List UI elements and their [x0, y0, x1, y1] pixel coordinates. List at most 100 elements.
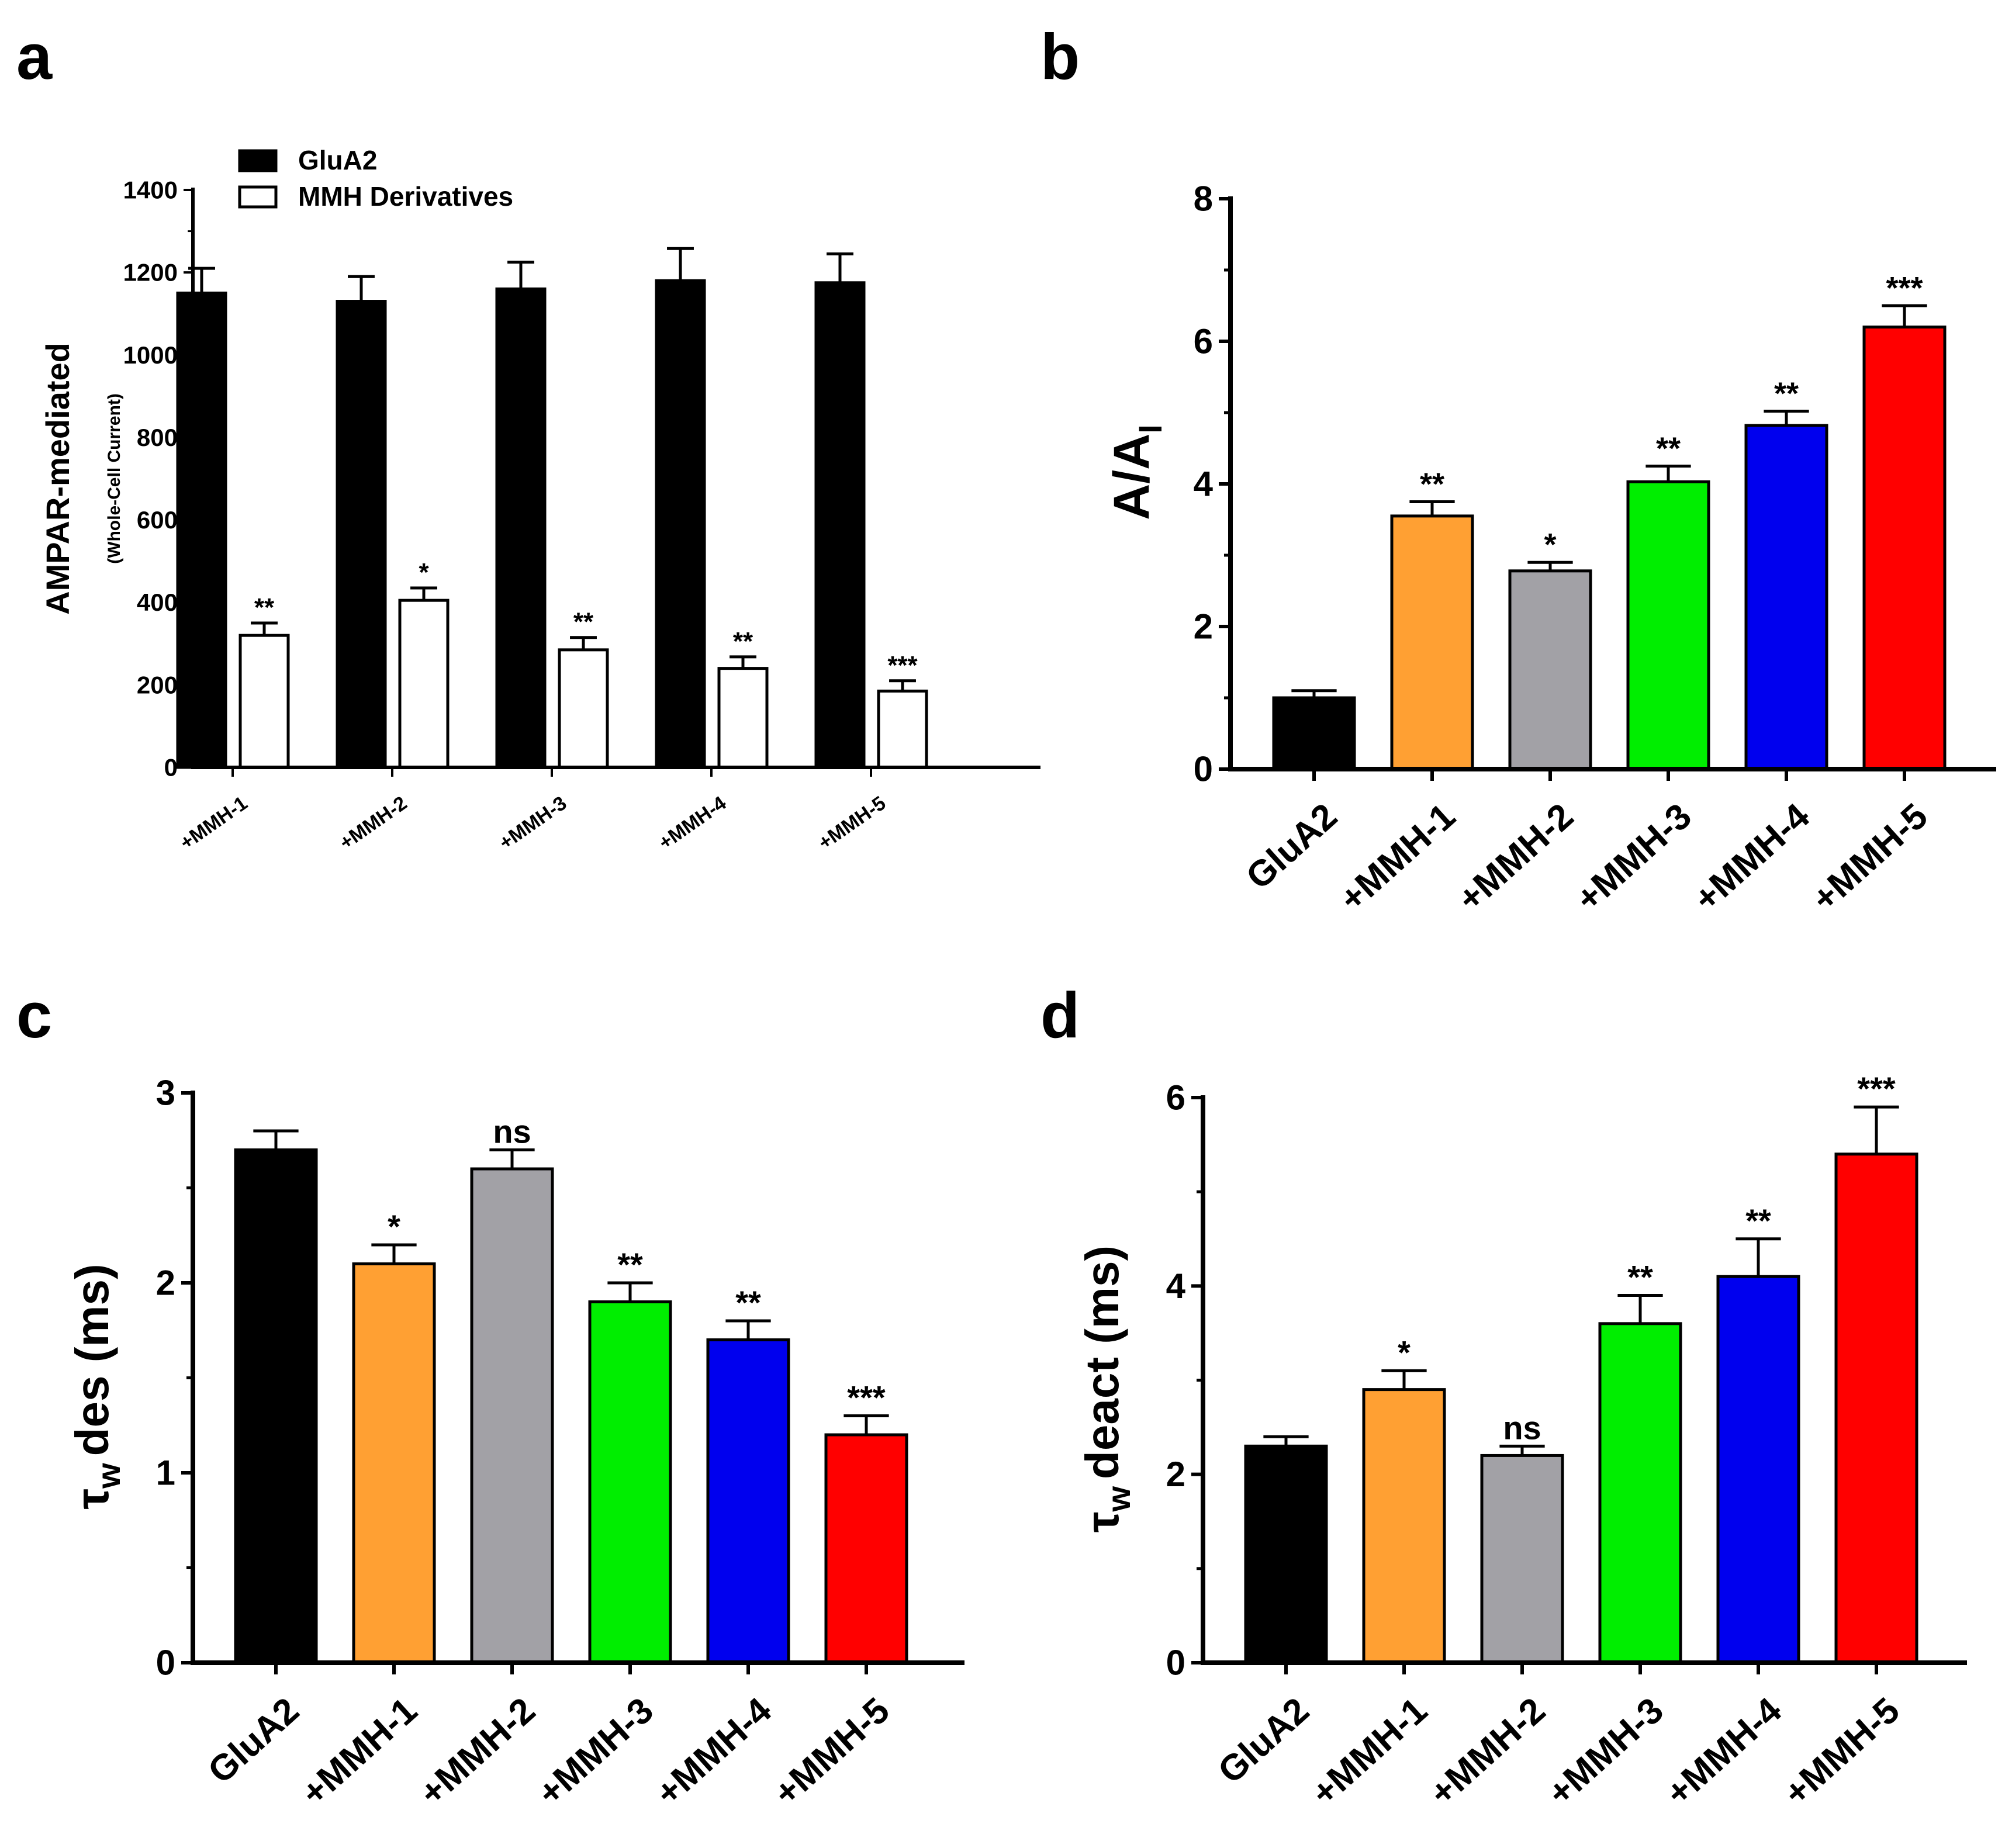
significance-label: *** [847, 1379, 886, 1416]
x-tick-label: +MMH-5 [766, 1690, 897, 1814]
y-axis-title-symbol: τ [66, 1489, 118, 1510]
significance-label: ** [1745, 1202, 1771, 1239]
x-tick-label: +MMH-2 [336, 792, 411, 854]
panel-letter: c [16, 980, 52, 1051]
bar [1862, 326, 1947, 771]
x-tick-label: +MMH-1 [294, 1690, 425, 1814]
bar [655, 279, 706, 769]
y-tick-label: 1000 [123, 341, 178, 369]
x-tick-label: +MMH-4 [1658, 1690, 1789, 1814]
x-tick-label: +MMH-1 [1332, 796, 1463, 919]
y-axis-subtitle: (Whole-Cell Current) [105, 393, 124, 564]
panel-letter: b [1040, 21, 1080, 93]
bar [588, 1300, 672, 1664]
x-tick-label: +MMH-3 [1540, 1690, 1671, 1814]
y-tick-label: 1200 [123, 259, 178, 286]
bar [1598, 1322, 1682, 1664]
x-tick-label: GluA2 [1239, 796, 1345, 897]
significance-label: ** [1656, 431, 1681, 466]
bar [1390, 514, 1474, 771]
significance-label: ** [573, 608, 594, 636]
x-tick-label: +MMH-4 [1686, 795, 1817, 919]
bar [234, 1148, 318, 1664]
panel-d: d*ns*******0246GluA2+MMH-1+MMH-2+MMH-3+M… [1040, 980, 1967, 1814]
bar [824, 1433, 908, 1664]
x-tick-label: +MMH-3 [495, 792, 571, 854]
y-tick-label: 4 [1166, 1266, 1186, 1306]
y-tick-label: 4 [1194, 465, 1214, 504]
bar [1626, 480, 1710, 771]
y-tick-label: 1400 [123, 177, 178, 204]
y-tick-label: 2 [156, 1264, 175, 1303]
y-tick-label: 6 [1166, 1078, 1185, 1117]
y-tick-label: 200 [137, 671, 178, 698]
y-tick-label: 2 [1166, 1455, 1185, 1494]
y-axis-title: τw deact (ms) [1076, 1245, 1137, 1532]
panel-c: c*ns*******0123GluA2+MMH-1+MMH-2+MMH-3+M… [16, 980, 964, 1814]
panel-b: b**********02468GluA2+MMH-1+MMH-2+MMH-3+… [1040, 21, 1996, 919]
y-axis-title-symbol: τ [1076, 1511, 1128, 1532]
significance-label: *** [1886, 271, 1923, 306]
bar [1480, 1454, 1564, 1664]
y-tick-label: 0 [1194, 750, 1213, 789]
significance-label: ** [1420, 467, 1444, 502]
bar [1244, 1444, 1328, 1664]
bar [1508, 569, 1592, 771]
x-tick-label: +MMH-3 [1568, 796, 1699, 919]
x-tick-label: +MMH-5 [1776, 1690, 1907, 1814]
bar [352, 1262, 436, 1664]
y-axis-title: τw des (ms) [66, 1264, 127, 1509]
y-tick-label: 8 [1194, 179, 1213, 219]
bar [1716, 1275, 1800, 1664]
legend-label: MMH Derivatives [298, 181, 513, 212]
x-tick-label: +MMH-2 [1450, 796, 1581, 919]
bar [877, 689, 928, 769]
bar [1834, 1153, 1918, 1664]
significance-label: * [1544, 527, 1556, 562]
y-tick-label: 1 [156, 1454, 175, 1493]
significance-label: ** [1627, 1258, 1653, 1295]
bar [1272, 696, 1356, 771]
y-axis-title-sub: w [90, 1463, 127, 1489]
bar [717, 667, 769, 769]
y-tick-label: 0 [164, 754, 178, 781]
significance-label: * [419, 558, 429, 587]
significance-label: ** [735, 1284, 761, 1321]
bar [470, 1167, 554, 1664]
bar [814, 281, 866, 769]
y-tick-label: 0 [1166, 1643, 1185, 1683]
y-axis-title-main: deact (ms) [1076, 1245, 1128, 1479]
bar [176, 291, 227, 769]
y-axis-title-main: A/A [1104, 434, 1160, 520]
y-tick-label: 6 [1194, 322, 1213, 361]
significance-label: ** [733, 627, 753, 656]
y-tick-label: 0 [156, 1643, 175, 1683]
y-tick-label: 600 [137, 506, 178, 534]
bar [238, 634, 290, 769]
x-tick-label: +MMH-1 [1304, 1690, 1435, 1814]
x-tick-label: +MMH-4 [648, 1690, 779, 1814]
bar [1362, 1388, 1446, 1664]
x-tick-label: +MMH-4 [655, 792, 730, 854]
bar [398, 598, 450, 769]
significance-label: *** [887, 651, 918, 680]
y-tick-label: 3 [156, 1074, 175, 1113]
y-tick-label: 2 [1194, 607, 1213, 646]
legend-label: GluA2 [298, 145, 377, 175]
x-tick-label: +MMH-2 [412, 1690, 543, 1814]
significance-label: * [1398, 1334, 1411, 1371]
bar [706, 1338, 790, 1664]
legend-swatch [238, 149, 278, 172]
panel-letter: d [1040, 980, 1080, 1051]
x-tick-label: +MMH-3 [530, 1690, 661, 1814]
significance-label: ns [493, 1113, 531, 1150]
y-axis-title-main: des (ms) [66, 1264, 118, 1456]
x-tick-label: +MMH-1 [176, 792, 251, 854]
bar [495, 287, 547, 769]
x-tick-label: +MMH-5 [814, 792, 890, 854]
panel-letter: a [16, 21, 53, 93]
y-axis-title: A/AI [1104, 424, 1169, 520]
y-tick-label: 800 [137, 424, 178, 451]
significance-label: ** [1774, 376, 1799, 411]
